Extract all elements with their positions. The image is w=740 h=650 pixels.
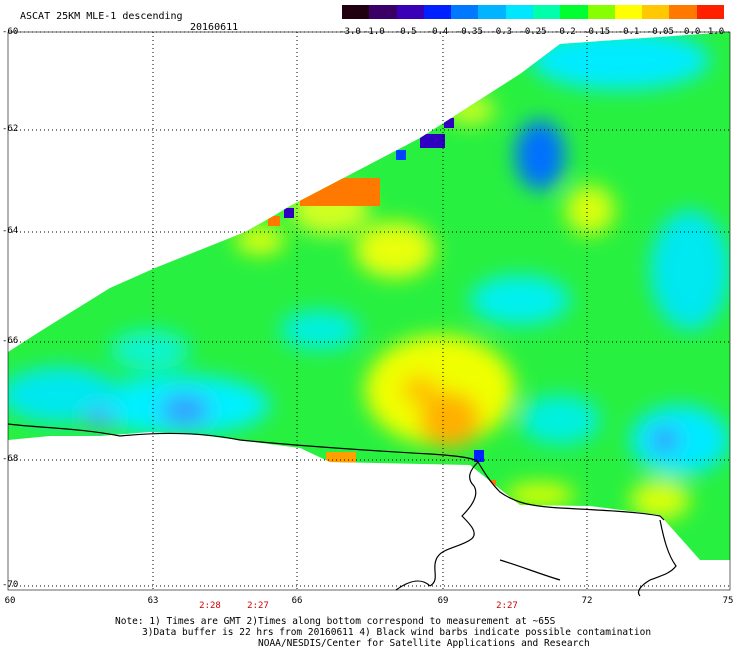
colorbar-cell [342,5,370,19]
colorbar-cell [696,5,725,19]
lon-label: 72 [581,596,593,606]
colorbar-cell [614,5,643,19]
product-title: ASCAT 25KM MLE-1 descending [20,11,183,22]
lat-label: -70 [2,580,19,590]
lat-label: -68 [2,454,19,464]
colorbar-cell [587,5,616,19]
date-label: 20160611 [190,22,239,33]
colorbar-cell [642,5,670,19]
coastline [7,423,677,597]
note-line-3: NOAA/NESDIS/Center for Satellite Applica… [258,638,590,649]
colorbar-cell [451,5,479,19]
note-line-1: Note: 1) Times are GMT 2)Times along bot… [115,616,556,627]
colorbar-tick-label: -0.15 [583,27,611,37]
colorbar-tick-label: -0.25 [519,27,547,37]
time-label: 2:28 [199,601,221,611]
lon-label: 63 [147,596,159,606]
colorbar-tick-label: 1.0 [707,27,725,37]
colorbar-cell [533,5,561,19]
lon-label: 66 [291,596,303,606]
colorbar-tick-label: -0.05 [646,27,674,37]
note-line-2: 3)Data buffer is 22 hrs from 20160611 4)… [142,627,652,638]
colorbar-tick-label: -0.3 [490,27,512,37]
map-frame [7,31,731,591]
lat-label: -62 [2,124,19,134]
colorbar-tick-label: -0.5 [394,27,417,37]
colorbar-cell [505,5,534,19]
colorbar-tick-label: -0.1 [617,27,640,37]
colorbar-tick-label: 0.0 [684,27,701,37]
colorbar-tick-label: -0.4 [426,27,449,37]
lon-label: 69 [437,596,449,606]
colorbar: -3.0 -1.0 -0.5 -0.4 -0.35 -0.3 -0.25 -0.2 -0.15-… [339,0,725,40]
lat-label: -64 [2,226,19,236]
colorbar-tick-label: -3.0 [339,27,361,37]
colorbar-tick-label: -0.35 [455,27,483,37]
colorbar-tick-label: -0.2 [553,27,576,37]
time-label: 2:27 [247,601,269,611]
grid-lines [8,31,730,590]
colorbar-cell [396,5,425,19]
colorbar-cell [560,5,589,19]
lat-label: -60 [2,27,19,37]
colorbar-cell [423,5,452,19]
lon-label: 60 [4,596,16,606]
lat-label: -66 [2,336,19,346]
colorbar-cell [478,5,507,19]
time-label: 2:27 [496,601,518,611]
colorbar-cell [369,5,398,19]
lon-label: 75 [722,596,734,606]
colorbar-cell [669,5,698,19]
colorbar-tick-label: -1.0 [362,27,385,37]
